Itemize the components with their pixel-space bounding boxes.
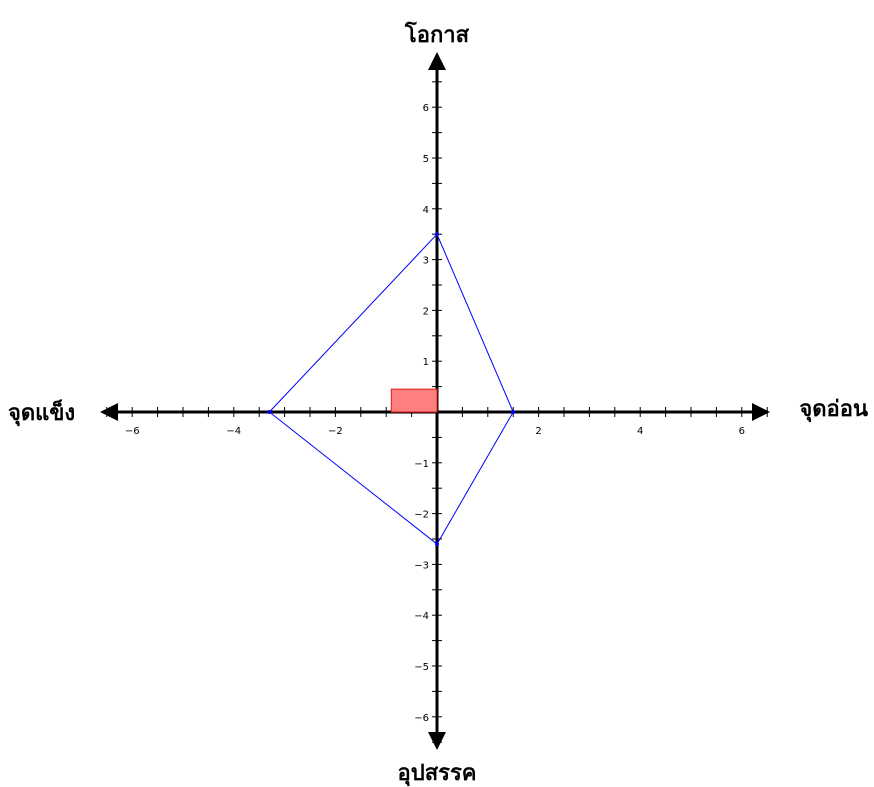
x-tick-label: −6	[125, 426, 140, 437]
axis-label-left: จุดแข็ง	[8, 398, 75, 427]
polygon-vertex-0	[435, 232, 439, 237]
polygon-vertex-2	[435, 542, 439, 547]
ticks: −6 −4 −2 2 4 6 −6 −5 −4 −3 −2 −1 1 2 3 4 5 6	[106, 81, 768, 743]
x-tick-label: −2	[328, 426, 343, 437]
polygon-vertex-1	[511, 410, 516, 414]
y-tick-label: 3	[423, 256, 429, 267]
highlight-rect	[390, 388, 438, 413]
y-axis-arrow-up	[428, 52, 446, 70]
axis-label-top: โอกาส	[404, 21, 470, 48]
y-tick-label: −6	[414, 713, 429, 724]
y-tick-label: 6	[423, 103, 429, 114]
y-tick-label: −3	[414, 560, 429, 571]
polygon-vertex-3	[267, 410, 272, 414]
x-tick-label: 2	[535, 426, 541, 437]
y-tick-label: 2	[423, 306, 429, 317]
y-tick-label: 4	[423, 205, 429, 216]
y-tick-label: −2	[414, 510, 429, 521]
x-tick-label: 6	[739, 426, 745, 437]
x-axis-arrow-right	[752, 403, 770, 421]
y-tick-label: −5	[414, 662, 429, 673]
y-tick-label: −4	[414, 611, 429, 622]
y-tick-label: −1	[414, 459, 429, 470]
x-axis-arrow-left	[100, 403, 118, 421]
x-tick-label: −4	[226, 426, 241, 437]
axis-label-right: จุดอ่อน	[799, 397, 868, 423]
axis-label-bottom: อุปสรรค	[398, 761, 477, 787]
y-tick-label: 1	[423, 357, 429, 368]
y-axis-arrow-down	[428, 732, 446, 750]
x-tick-label: 4	[637, 426, 643, 437]
y-tick-label: 5	[423, 154, 429, 165]
marks	[267, 232, 516, 547]
